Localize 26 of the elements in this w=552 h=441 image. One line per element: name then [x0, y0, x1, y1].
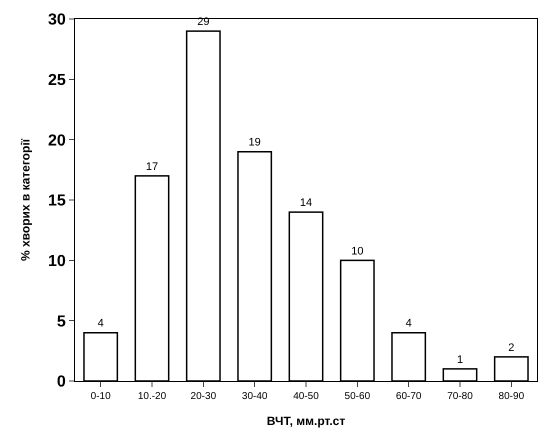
y-tick-label: 0 [56, 374, 66, 391]
y-tick-label: 30 [48, 12, 66, 29]
data-label: 14 [300, 197, 312, 210]
y-tick-label: 10 [48, 252, 66, 270]
data-label: 1 [456, 354, 464, 366]
x-tick-label: 40-50 [293, 391, 320, 402]
x-tick-label: 0-10 [90, 391, 112, 402]
data-label: 19 [248, 136, 261, 149]
y-tick-label: 15 [48, 192, 66, 210]
y-tick-label: 25 [48, 72, 66, 89]
data-label: 4 [406, 318, 412, 330]
x-axis-title: ВЧТ, мм.рт.ст [266, 414, 346, 428]
data-label: 10 [351, 245, 364, 258]
x-tick-label: 50-60 [344, 391, 371, 402]
x-tick-label: 20-30 [190, 391, 217, 402]
y-tick-label: 20 [48, 132, 66, 150]
x-tick-label: 70-80 [447, 391, 474, 402]
x-tick-label: 10.-20 [138, 391, 167, 402]
x-tick-label: 60-70 [396, 391, 422, 402]
data-label: 17 [146, 160, 158, 173]
y-tick-label: 5 [56, 313, 66, 330]
y-axis-title: % хворих в категорії [18, 138, 32, 262]
x-tick-label: 30-40 [242, 391, 268, 402]
data-label: 4 [98, 318, 104, 330]
x-tick-label: 80-90 [498, 391, 525, 402]
data-label: 2 [508, 342, 514, 354]
